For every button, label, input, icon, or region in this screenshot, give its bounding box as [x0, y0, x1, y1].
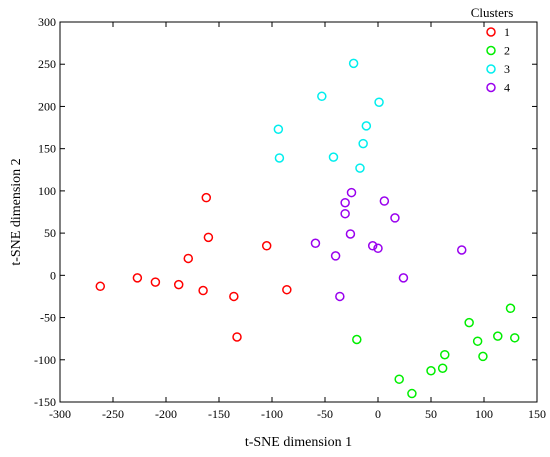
data-point-cluster-3 — [358, 138, 368, 149]
y-tick-label: -150 — [34, 395, 56, 409]
x-tick-label: -150 — [208, 407, 230, 421]
data-point-cluster-1 — [132, 273, 143, 283]
data-point-cluster-2 — [437, 363, 448, 373]
data-point-cluster-3 — [274, 153, 285, 163]
data-point-cluster-3 — [355, 163, 365, 173]
x-tick-label: 100 — [475, 407, 493, 421]
y-tick-label: 250 — [38, 57, 56, 71]
data-point-cluster-4 — [456, 245, 467, 255]
data-point-cluster-1 — [198, 285, 208, 296]
data-point-cluster-2 — [440, 349, 450, 360]
x-tick-label: -250 — [102, 407, 124, 421]
data-point-cluster-4 — [340, 208, 350, 219]
data-point-cluster-4 — [398, 273, 409, 283]
data-point-cluster-4 — [310, 238, 321, 248]
x-axis-label: t-SNE dimension 1 — [245, 435, 352, 450]
legend-label-4: 4 — [504, 81, 510, 95]
data-point-cluster-1 — [229, 291, 239, 302]
data-point-cluster-2 — [472, 336, 483, 346]
legend-marker-1 — [486, 27, 496, 37]
data-point-cluster-1 — [173, 279, 184, 290]
data-point-cluster-2 — [509, 333, 520, 343]
data-point-cluster-4 — [367, 241, 378, 251]
data-point-cluster-4 — [373, 243, 383, 254]
data-point-cluster-4 — [346, 187, 357, 198]
data-point-cluster-1 — [282, 284, 292, 295]
x-tick-label: 50 — [425, 407, 437, 421]
data-point-cluster-1 — [183, 253, 194, 264]
y-tick-label: 150 — [38, 142, 56, 156]
data-point-cluster-1 — [232, 332, 242, 342]
data-point-cluster-3 — [348, 58, 359, 69]
y-tick-label: 200 — [38, 99, 56, 113]
legend-marker-2 — [486, 45, 496, 56]
y-axis-ticks: -150 -100 -50 0 50 100 150 200 250 300 — [34, 15, 537, 409]
legend-label-3: 3 — [504, 62, 510, 76]
x-tick-label: -50 — [317, 407, 333, 421]
y-tick-label: -100 — [34, 353, 56, 367]
data-point-cluster-4 — [390, 213, 400, 223]
legend-label-1: 1 — [504, 25, 510, 39]
data-point-cluster-1 — [95, 281, 106, 292]
data-point-cluster-3 — [374, 97, 384, 107]
data-point-cluster-2 — [464, 317, 474, 328]
data-point-cluster-1 — [201, 192, 212, 203]
x-axis-ticks: -300 -250 -200 -150 -100 -50 0 50 100 150 — [49, 22, 546, 421]
legend-title: Clusters — [471, 5, 514, 20]
data-point-cluster-2 — [407, 388, 417, 399]
y-tick-label: 50 — [44, 226, 56, 240]
data-point-cluster-2 — [394, 374, 404, 384]
data-point-cluster-3 — [328, 152, 339, 162]
x-tick-label: 150 — [528, 407, 546, 421]
legend: Clusters 1 2 3 4 — [471, 5, 514, 95]
data-point-cluster-3 — [317, 91, 327, 102]
y-tick-label: 300 — [38, 15, 56, 29]
data-point-cluster-4 — [330, 251, 341, 261]
legend-marker-4 — [486, 82, 496, 93]
y-tick-label: 0 — [50, 268, 56, 282]
data-point-cluster-3 — [361, 121, 372, 131]
x-tick-label: 0 — [375, 407, 381, 421]
data-point-cluster-3 — [273, 124, 284, 134]
data-point-cluster-2 — [505, 303, 516, 314]
data-point-cluster-4 — [345, 229, 356, 239]
data-point-cluster-2 — [493, 331, 503, 341]
legend-label-2: 2 — [504, 44, 510, 58]
data-point-cluster-2 — [426, 366, 436, 376]
legend-marker-3 — [486, 64, 496, 74]
x-tick-label: -200 — [155, 407, 177, 421]
y-tick-label: -50 — [40, 311, 56, 325]
data-point-cluster-2 — [352, 334, 362, 345]
data-point-cluster-1 — [203, 232, 214, 243]
data-point-cluster-1 — [261, 241, 272, 251]
data-point-cluster-4 — [379, 196, 390, 206]
y-axis-label: t-SNE dimension 2 — [9, 158, 24, 265]
y-tick-label: 100 — [38, 184, 56, 198]
data-point-cluster-2 — [478, 351, 488, 362]
plot-frame — [59, 21, 538, 403]
x-tick-label: -100 — [261, 407, 283, 421]
data-point-cluster-4 — [335, 291, 345, 302]
data-points — [95, 58, 520, 399]
data-point-cluster-1 — [150, 277, 161, 287]
data-point-cluster-4 — [340, 197, 350, 208]
x-tick-label: -300 — [49, 407, 71, 421]
